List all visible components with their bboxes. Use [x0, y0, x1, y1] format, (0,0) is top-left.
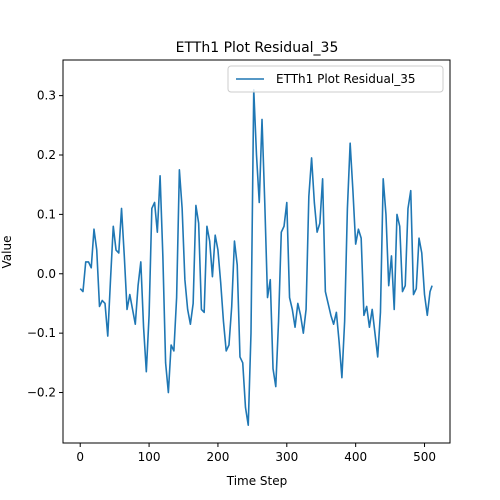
x-tick-label: 300	[275, 450, 298, 464]
x-tick-label: 200	[206, 450, 229, 464]
y-tick-label: 0.1	[37, 207, 56, 221]
legend-label: ETTh1 Plot Residual_35	[276, 72, 415, 86]
x-axis: 0 100 200 300 400 500	[76, 443, 436, 464]
legend-box	[227, 65, 444, 93]
y-tick-label: 0.2	[37, 148, 56, 162]
x-axis-title: Time Step	[226, 474, 288, 488]
chart-title: ETTh1 Plot Residual_35	[176, 40, 339, 56]
y-tick-label: −0.1	[27, 326, 56, 340]
y-axis-title: Value	[0, 236, 14, 269]
y-axis: −0.2 −0.1 0.0 0.1 0.2 0.3	[27, 89, 63, 400]
y-tick-label: 0.3	[37, 89, 56, 103]
y-tick-label: 0.0	[37, 267, 56, 281]
y-tick-label: −0.2	[27, 386, 56, 400]
x-tick-label: 0	[76, 450, 84, 464]
x-tick-label: 400	[344, 450, 367, 464]
series-line-residual	[79, 88, 433, 426]
axes-frame	[62, 59, 451, 444]
x-tick-label: 100	[138, 450, 161, 464]
plot-area: 0 100 200 300 400 500 −0.2 −0.1 0.0 0.1 0.2 0.3	[27, 59, 451, 464]
x-tick-label: 500	[413, 450, 436, 464]
legend: ETTh1 Plot Residual_35	[227, 65, 444, 93]
